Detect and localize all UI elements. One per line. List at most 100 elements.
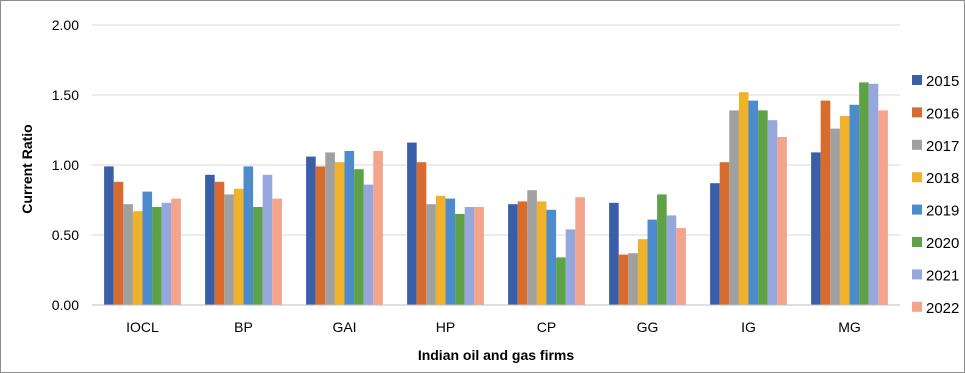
y-tick-label: 1.00 — [52, 157, 79, 173]
bar-cp-2019 — [546, 209, 557, 305]
bar-mg-2019 — [849, 104, 860, 305]
bar-gg-2017 — [628, 253, 638, 305]
bar-gai-2018 — [334, 162, 345, 305]
bar-mg-2021 — [868, 83, 879, 305]
bar-cp-2020 — [556, 257, 566, 305]
x-axis-title: Indian oil and gas firms — [418, 347, 575, 363]
legend-label: 2020 — [926, 235, 959, 252]
bar-hp-2019 — [445, 198, 456, 305]
y-tick-label: 0.50 — [52, 227, 79, 243]
bar-gg-2022 — [676, 228, 686, 305]
bar-gg-2018 — [637, 239, 648, 305]
bar-gai-2021 — [363, 184, 374, 305]
bar-hp-2016 — [416, 162, 427, 305]
legend-swatch — [912, 204, 922, 215]
bar-hp-2020 — [455, 214, 465, 305]
bar-iocl-2016 — [113, 181, 124, 305]
bar-iocl-2015 — [104, 166, 114, 305]
legend: 2015 2016 2017 2018 2019 2020 2021 2022 — [912, 73, 959, 317]
bar-gai-2020 — [354, 169, 364, 305]
bar-iocl-2021 — [161, 202, 172, 305]
bar-gg-2016 — [618, 254, 629, 305]
legend-label: 2017 — [926, 138, 959, 155]
bar-bp-2019 — [243, 166, 254, 305]
legend-swatch — [912, 107, 922, 118]
bar-mg-2022 — [878, 110, 888, 306]
bar-hp-2015 — [407, 142, 417, 305]
bar-ig-2016 — [719, 162, 730, 305]
bar-iocl-2020 — [152, 207, 162, 305]
bar-bp-2018 — [233, 188, 244, 305]
bar-gg-2021 — [666, 215, 677, 305]
bar-cp-2018 — [536, 201, 547, 305]
bar-gai-2022 — [373, 151, 383, 305]
bar-ig-2017 — [729, 110, 739, 306]
legend-label: 2022 — [926, 300, 959, 317]
bar-bp-2020 — [253, 207, 263, 305]
bar-ig-2020 — [758, 110, 768, 306]
x-tick-label: GAI — [332, 319, 356, 335]
bar-iocl-2018 — [132, 211, 143, 305]
bar-mg-2020 — [859, 82, 869, 306]
bar-gai-2019 — [344, 151, 355, 305]
x-tick-label: MG — [838, 319, 861, 335]
axes: 0.00 0.50 1.00 1.50 2.00 IOCL BP GAI HP CP GG IG MG — [52, 17, 900, 335]
bar-mg-2016 — [820, 100, 831, 305]
bar-gg-2019 — [647, 219, 658, 305]
bar-ig-2021 — [767, 120, 778, 305]
legend-label: 2019 — [926, 203, 959, 220]
legend-label: 2015 — [926, 73, 959, 90]
bar-hp-2021 — [464, 207, 475, 305]
bar-hp-2018 — [435, 195, 446, 305]
y-tick-label: 2.00 — [52, 17, 79, 33]
bar-mg-2018 — [839, 116, 850, 305]
legend-swatch — [912, 139, 922, 150]
legend-swatch — [912, 301, 922, 312]
bar-mg-2017 — [830, 128, 840, 305]
x-tick-label: GG — [637, 319, 659, 335]
bar-cp-2022 — [575, 197, 585, 305]
bar-cp-2015 — [508, 204, 518, 305]
legend-swatch — [912, 237, 922, 247]
x-tick-label: IG — [741, 319, 756, 335]
bar-ig-2018 — [738, 92, 749, 305]
bar-hp-2017 — [426, 204, 436, 305]
bar-iocl-2019 — [142, 191, 153, 305]
x-tick-label: IOCL — [126, 319, 159, 335]
bar-cp-2021 — [565, 229, 576, 305]
legend-swatch — [912, 75, 922, 85]
legend-label: 2021 — [926, 267, 959, 284]
bar-gai-2015 — [306, 156, 316, 305]
bar-bp-2021 — [262, 174, 273, 305]
legend-swatch — [912, 172, 922, 183]
bar-ig-2015 — [710, 183, 720, 305]
legend-swatch — [912, 269, 922, 280]
bar-bp-2016 — [214, 181, 225, 305]
bar-gg-2015 — [609, 202, 619, 305]
bar-iocl-2017 — [123, 204, 133, 305]
bar-gg-2020 — [657, 194, 667, 305]
legend-label: 2018 — [926, 170, 959, 187]
bar-ig-2022 — [777, 137, 787, 305]
bar-hp-2022 — [474, 207, 484, 305]
bar-bp-2017 — [224, 194, 234, 305]
x-tick-label: HP — [436, 319, 455, 335]
bar-cp-2016 — [517, 201, 528, 305]
x-tick-label: BP — [234, 319, 253, 335]
bars — [104, 82, 888, 306]
bar-cp-2017 — [527, 190, 537, 305]
bar-ig-2019 — [748, 100, 759, 305]
bar-gai-2017 — [325, 152, 335, 305]
legend-label: 2016 — [926, 105, 959, 122]
bar-mg-2015 — [811, 152, 821, 305]
x-tick-label: CP — [537, 319, 556, 335]
y-tick-label: 1.50 — [52, 87, 79, 103]
bar-iocl-2022 — [171, 198, 181, 305]
y-tick-label: 0.00 — [52, 297, 79, 313]
y-axis-title: Current Ratio — [19, 124, 35, 213]
bar-bp-2022 — [272, 198, 282, 305]
bar-bp-2015 — [205, 174, 215, 305]
bar-gai-2016 — [315, 166, 326, 305]
